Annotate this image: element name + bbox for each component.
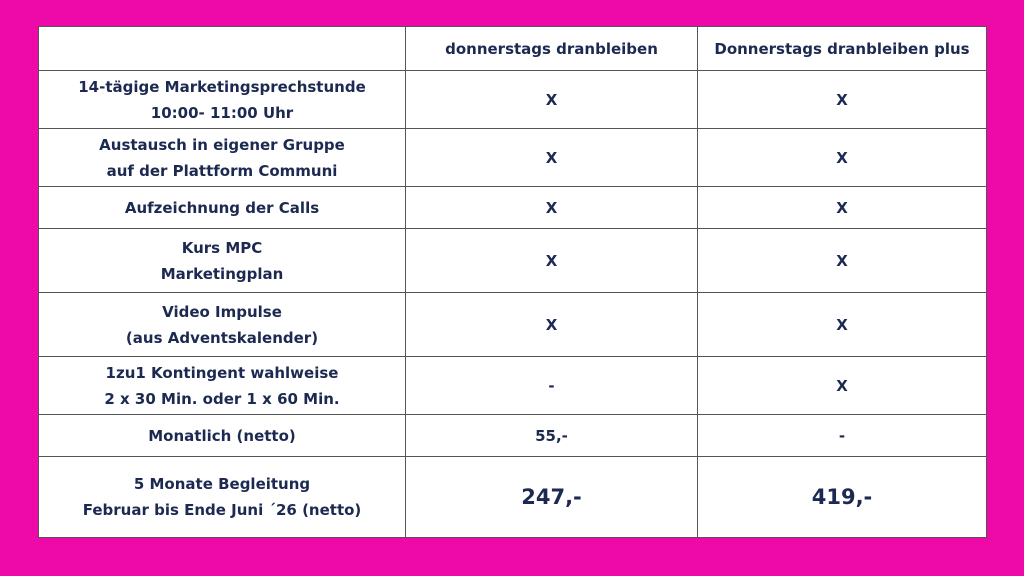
feature-line: Aufzeichnung der Calls bbox=[124, 198, 320, 217]
feature-line: Kurs MPC bbox=[181, 238, 263, 257]
feature-line: Februar bis Ende Juni ´26 (netto) bbox=[82, 501, 362, 519]
plus-value-cell: X bbox=[697, 70, 987, 129]
header-corner-cell bbox=[38, 26, 406, 71]
basic-total-price: 247,- bbox=[405, 456, 698, 538]
table-row: Kurs MPC Marketingplan X X bbox=[38, 228, 987, 293]
header-plan-plus: Donnerstags dranbleiben plus bbox=[697, 26, 987, 71]
plus-value-cell: X bbox=[697, 228, 987, 293]
basic-price-cell: 55,- bbox=[405, 414, 698, 457]
feature-line: Monatlich (netto) bbox=[148, 426, 296, 445]
table-row: 14-tägige Marketingsprechstunde 10:00- 1… bbox=[38, 70, 987, 129]
feature-cell: 14-tägige Marketingsprechstunde 10:00- 1… bbox=[38, 70, 406, 129]
feature-line: 2 x 30 Min. oder 1 x 60 Min. bbox=[104, 389, 340, 408]
feature-line: 5 Monate Begleitung bbox=[133, 475, 311, 493]
basic-value-cell: - bbox=[405, 356, 698, 415]
pricing-comparison-sheet: donnerstags dranbleiben Donnerstags dran… bbox=[38, 26, 987, 538]
table-row: Video Impulse (aus Adventskalender) X X bbox=[38, 292, 987, 357]
header-plan-basic: donnerstags dranbleiben bbox=[405, 26, 698, 71]
table-row: Monatlich (netto) 55,- - bbox=[38, 414, 987, 457]
table-row: Austausch in eigener Gruppe auf der Plat… bbox=[38, 128, 987, 187]
basic-value-cell: X bbox=[405, 228, 698, 293]
feature-line: 14-tägige Marketingsprechstunde bbox=[78, 77, 366, 96]
feature-line: Marketingplan bbox=[160, 264, 284, 283]
feature-cell: Kurs MPC Marketingplan bbox=[38, 228, 406, 293]
basic-value-cell: X bbox=[405, 70, 698, 129]
feature-line: Austausch in eigener Gruppe bbox=[99, 135, 345, 154]
table-row: 5 Monate Begleitung Februar bis Ende Jun… bbox=[38, 456, 987, 538]
basic-value-cell: X bbox=[405, 186, 698, 229]
feature-cell: 1zu1 Kontingent wahlweise 2 x 30 Min. od… bbox=[38, 356, 406, 415]
basic-value-cell: X bbox=[405, 128, 698, 187]
table-row: 1zu1 Kontingent wahlweise 2 x 30 Min. od… bbox=[38, 356, 987, 415]
plus-value-cell: X bbox=[697, 128, 987, 187]
feature-line: 1zu1 Kontingent wahlweise bbox=[105, 363, 339, 382]
table-header-row: donnerstags dranbleiben Donnerstags dran… bbox=[38, 26, 987, 71]
feature-cell: Video Impulse (aus Adventskalender) bbox=[38, 292, 406, 357]
table-row: Aufzeichnung der Calls X X bbox=[38, 186, 987, 229]
feature-cell: Aufzeichnung der Calls bbox=[38, 186, 406, 229]
plus-value-cell: X bbox=[697, 186, 987, 229]
feature-line: (aus Adventskalender) bbox=[125, 328, 319, 347]
feature-line: 10:00- 11:00 Uhr bbox=[150, 103, 294, 122]
feature-line: Video Impulse bbox=[162, 302, 282, 321]
feature-cell: 5 Monate Begleitung Februar bis Ende Jun… bbox=[38, 456, 406, 538]
plus-value-cell: X bbox=[697, 292, 987, 357]
pricing-comparison-table: donnerstags dranbleiben Donnerstags dran… bbox=[38, 26, 987, 538]
plus-price-cell: - bbox=[697, 414, 987, 457]
feature-line: auf der Plattform Communi bbox=[106, 161, 338, 180]
plus-total-price: 419,- bbox=[697, 456, 987, 538]
feature-cell: Monatlich (netto) bbox=[38, 414, 406, 457]
basic-value-cell: X bbox=[405, 292, 698, 357]
feature-cell: Austausch in eigener Gruppe auf der Plat… bbox=[38, 128, 406, 187]
plus-value-cell: X bbox=[697, 356, 987, 415]
